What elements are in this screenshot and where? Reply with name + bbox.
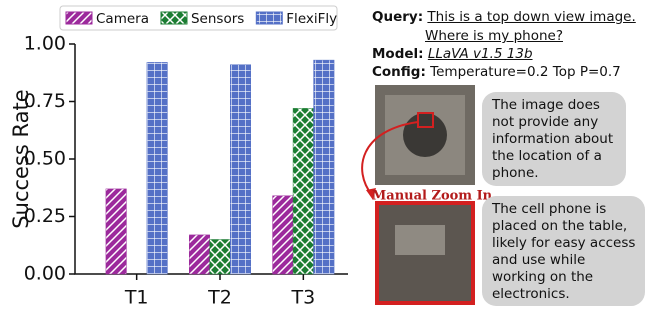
y-tick-label: 0.75 xyxy=(24,90,66,112)
bar xyxy=(273,196,294,274)
x-tick-label: T3 xyxy=(290,287,315,309)
bar xyxy=(147,62,168,274)
bar xyxy=(230,65,251,274)
y-tick-label: 0.50 xyxy=(24,148,66,170)
legend-swatch xyxy=(66,12,92,24)
legend-swatch xyxy=(256,12,282,24)
query: This is a top down view image. xyxy=(427,9,635,25)
x-tick-label: T1 xyxy=(124,287,149,309)
query-label: Query: xyxy=(372,9,423,25)
y-tick-label: 1.00 xyxy=(24,33,66,55)
model: LLaVA v1.5 13b xyxy=(428,46,533,62)
config-label: Config: xyxy=(372,64,426,80)
x-tick-label: T2 xyxy=(207,287,232,309)
legend-label: Camera xyxy=(96,11,149,27)
bar xyxy=(293,108,314,274)
bar xyxy=(314,60,335,274)
bar xyxy=(210,240,231,275)
model-label: Model: xyxy=(372,46,424,62)
config: Temperature=0.2 Top P=0.7 xyxy=(430,64,621,80)
legend-label: Sensors xyxy=(191,11,244,27)
response-bubble: The image does not provide any informati… xyxy=(482,92,626,186)
legend-label: FlexiFly xyxy=(286,11,337,27)
photo-detail xyxy=(403,113,447,157)
bar xyxy=(106,189,127,274)
legend-swatch xyxy=(161,12,187,24)
zoom-label: Manual Zoom In xyxy=(372,189,493,204)
query: Where is my phone? xyxy=(425,28,563,44)
page: Success Rate Manual Zoom In 0.000.250.50… xyxy=(0,0,652,310)
bar xyxy=(189,235,210,274)
y-tick-label: 0.00 xyxy=(24,263,66,285)
photo-detail xyxy=(395,225,445,255)
y-tick-label: 0.25 xyxy=(24,205,66,227)
response-bubble: The cell phone is placed on the table, l… xyxy=(482,196,645,306)
